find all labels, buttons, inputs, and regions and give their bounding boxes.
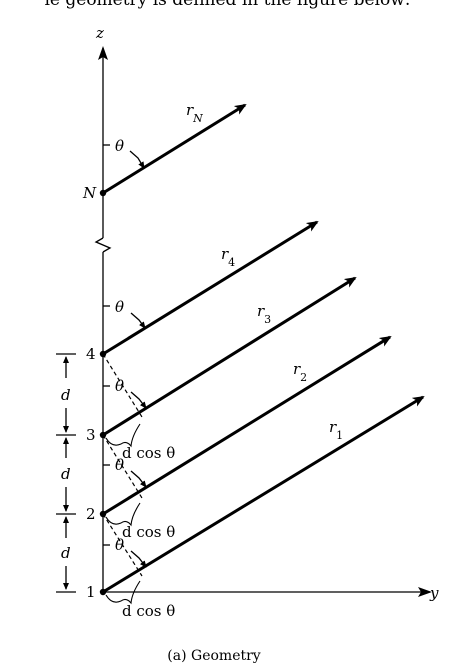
theta-leader-1 <box>130 550 147 568</box>
ray-2 <box>102 335 392 516</box>
theta-label-3: θ <box>115 377 124 395</box>
path-difference-label-2: d cos θ <box>122 523 175 541</box>
theta-label-1: θ <box>115 536 124 554</box>
axis-break <box>94 237 112 253</box>
ray-1-label: r1 <box>329 418 343 442</box>
header-text: ie geometry is defined in the figure bel… <box>44 0 411 10</box>
ray-1 <box>102 395 425 594</box>
y-axis-label: y <box>429 584 439 602</box>
path-brace-3 <box>105 423 141 448</box>
ray-n-label: rN <box>186 101 203 125</box>
element-3-label: 3 <box>86 426 96 444</box>
ray-3 <box>102 276 357 437</box>
ray-3-label: r3 <box>257 302 271 326</box>
projection-2-to-1 <box>102 513 143 577</box>
ray-4 <box>102 220 319 356</box>
path-brace-1 <box>105 580 141 605</box>
element-4-label: 4 <box>86 345 96 363</box>
theta-label-2: θ <box>115 456 124 474</box>
theta-leader-4 <box>130 312 146 329</box>
spacing-label-3-2: d <box>61 465 71 483</box>
projection-3-to-2 <box>102 434 143 499</box>
ray-4-label: r4 <box>221 245 235 269</box>
path-difference-label-3: d cos θ <box>122 444 175 462</box>
path-difference-label-1: d cos θ <box>122 602 175 620</box>
z-axis-label: z <box>95 24 104 42</box>
element-1-label: 1 <box>86 583 96 601</box>
element-n-label: N <box>82 184 97 202</box>
theta-leader-2 <box>130 470 147 488</box>
ray-2-label: r2 <box>293 360 307 384</box>
ray-n <box>102 103 247 195</box>
theta-label-4: θ <box>115 298 124 316</box>
spacing-label-2-1: d <box>61 544 71 562</box>
figure-caption: (a) Geometry <box>167 648 260 664</box>
theta-leader-3 <box>130 391 147 409</box>
path-brace-2 <box>105 502 141 527</box>
projection-4-to-3 <box>102 353 143 418</box>
theta-label-n: θ <box>115 137 124 155</box>
spacing-label-4-3: d <box>61 386 71 404</box>
theta-leader-n <box>129 150 145 169</box>
element-2-label: 2 <box>86 505 96 523</box>
